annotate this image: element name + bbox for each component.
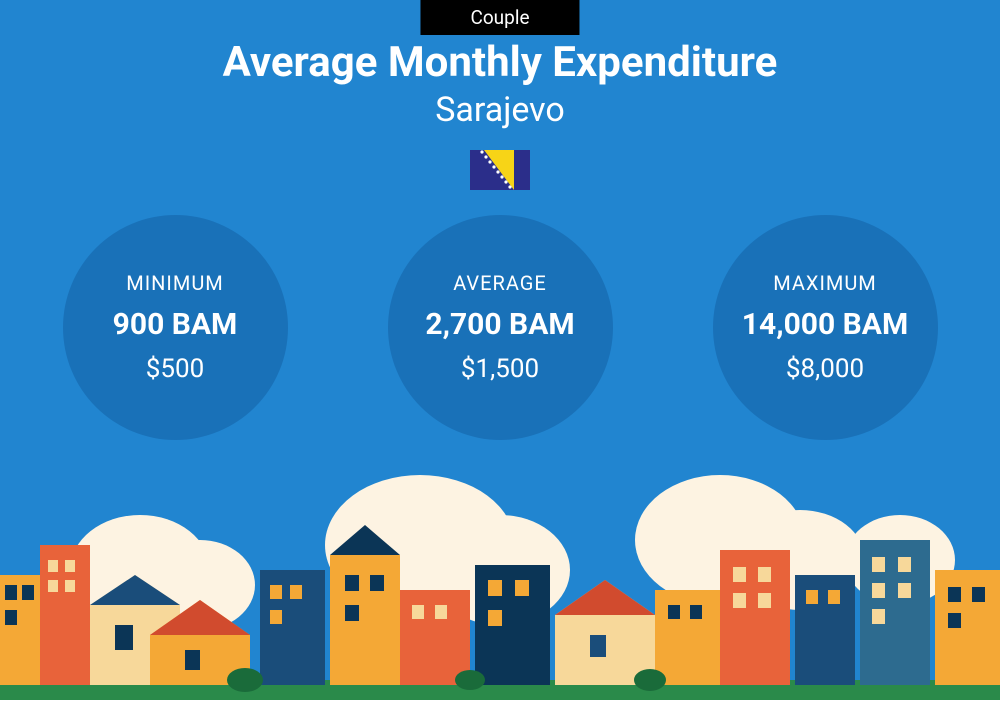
stat-value-usd: $1,500 [461, 354, 539, 384]
stat-value-local: 900 BAM [113, 307, 238, 342]
stat-circles-row: MINIMUM 900 BAM $500 AVERAGE 2,700 BAM $… [0, 215, 1000, 440]
category-badge: Couple [420, 0, 579, 35]
flag-icon [470, 150, 530, 190]
stat-circle-average: AVERAGE 2,700 BAM $1,500 [388, 215, 613, 440]
cityscape-illustration [0, 475, 1000, 700]
stat-value-usd: $8,000 [786, 354, 864, 384]
stat-value-usd: $500 [146, 354, 204, 384]
stat-circle-maximum: MAXIMUM 14,000 BAM $8,000 [713, 215, 938, 440]
city-name: Sarajevo [0, 90, 1000, 130]
stat-value-local: 2,700 BAM [425, 307, 574, 342]
stat-value-local: 14,000 BAM [742, 307, 908, 342]
stat-label: MAXIMUM [773, 271, 877, 295]
stat-label: AVERAGE [453, 271, 547, 295]
stat-circle-minimum: MINIMUM 900 BAM $500 [63, 215, 288, 440]
page-title: Average Monthly Expenditure [0, 38, 1000, 87]
stat-label: MINIMUM [126, 271, 224, 295]
